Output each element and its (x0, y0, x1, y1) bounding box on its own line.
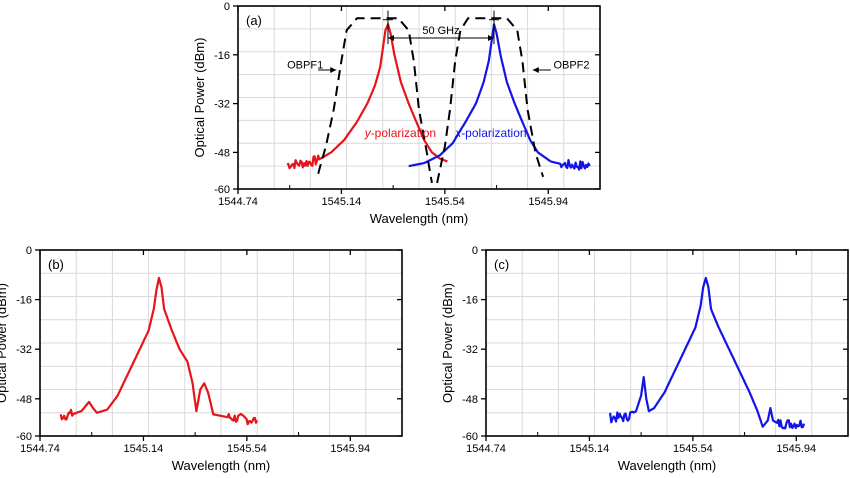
series-line-obpf2 (436, 17, 545, 184)
x-tick-label: 1545.94 (330, 443, 370, 455)
x-tick-label: 1545.94 (776, 443, 816, 455)
y-axis-title: Optical Power (dBm) (192, 38, 207, 158)
series-line-x-polarization (609, 276, 806, 430)
y-tick-label: -32 (462, 344, 478, 356)
panel-label: (c) (494, 257, 509, 272)
x-axis-title: Wavelength (nm) (618, 458, 717, 473)
y-tick-label: 0 (472, 245, 478, 257)
spacing-arrow-head-right (487, 35, 494, 42)
y-tick-label: -16 (16, 295, 32, 307)
y-axis-title: Optical Power (dBm) (0, 283, 9, 403)
series-line-x-polarization (408, 23, 591, 171)
x-polarization-label-suffix: -polarization (461, 126, 526, 140)
y-polarization-label: y-polarization (364, 126, 436, 140)
y-tick-label: -16 (214, 50, 230, 62)
x-tick-label: 1545.54 (425, 196, 465, 208)
x-polarization-label-prefix: x (454, 126, 462, 140)
y-tick-label: 0 (26, 245, 32, 257)
obpf2-arrow-head (532, 67, 539, 74)
plot-frame (485, 249, 849, 437)
x-tick-label: 1544.74 (20, 443, 60, 455)
series-line-obpf1 (317, 17, 433, 184)
grid (238, 6, 600, 189)
panel-a: 1544.74 1545.14 1545.54 1545.94 0 -16 -32 -48 -6… (192, 1, 601, 226)
x-tick-label: 1545.54 (673, 443, 713, 455)
panel-label: (a) (246, 13, 262, 28)
y-tick-label: -48 (462, 394, 478, 406)
plot-frame (237, 5, 601, 190)
panel-b: 1544.74 1545.14 1545.54 1545.94 0 -16 -32 -48 -6… (0, 245, 403, 473)
x-tick-label: 1544.74 (466, 443, 506, 455)
obpf1-arrow-head (330, 67, 337, 74)
y-tick-label: -32 (214, 99, 230, 111)
obpf2-label: OBPF2 (553, 60, 589, 72)
spacing-label: 50 GHz (422, 25, 459, 37)
y-tick-label: -60 (16, 431, 32, 443)
x-tick-label: 1545.94 (528, 196, 568, 208)
y-polarization-label-suffix: -polarization (371, 126, 436, 140)
x-axis-title: Wavelength (nm) (370, 211, 469, 226)
x-polarization-label: x-polarization (454, 126, 526, 140)
panel-c: 1544.74 1545.14 1545.54 1545.94 0 -16 -32 -48 -6… (440, 245, 849, 473)
series-line-y-polarization (59, 276, 259, 426)
y-tick-label: -32 (16, 344, 32, 356)
x-tick-label: 1545.54 (227, 443, 267, 455)
x-tick-label: 1544.74 (218, 196, 258, 208)
y-polarization-label-prefix: y (364, 126, 372, 140)
y-tick-label: 0 (224, 1, 230, 13)
x-axis-title: Wavelength (nm) (172, 458, 271, 473)
y-axis-title: Optical Power (dBm) (440, 283, 455, 403)
panel-label: (b) (48, 257, 64, 272)
x-tick-label: 1545.14 (124, 443, 164, 455)
y-tick-label: -60 (462, 431, 478, 443)
y-tick-label: -16 (462, 295, 478, 307)
y-tick-label: -48 (16, 394, 32, 406)
y-tick-label: -60 (214, 184, 230, 196)
y-tick-label: -48 (214, 147, 230, 159)
series-line-y-polarization (286, 23, 448, 170)
x-tick-label: 1545.14 (570, 443, 610, 455)
obpf1-label: OBPF1 (287, 60, 323, 72)
x-tick-label: 1545.14 (322, 196, 362, 208)
plot-frame (39, 249, 403, 437)
grid (486, 250, 848, 436)
spacing-arrow-head-left (387, 35, 394, 42)
grid (40, 250, 402, 436)
